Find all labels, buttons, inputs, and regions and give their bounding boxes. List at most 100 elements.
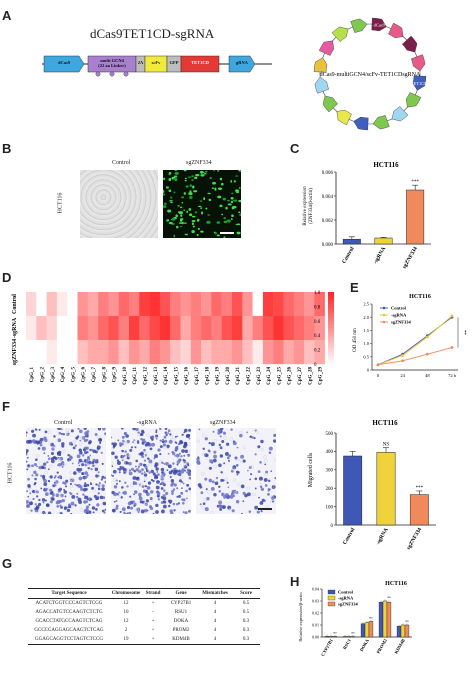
migrated-cell <box>141 485 145 488</box>
gfp-cell <box>193 190 198 193</box>
gfp-cell <box>200 199 202 203</box>
migrated-cell <box>155 467 159 471</box>
th-gene: Gene <box>175 591 187 596</box>
series-point <box>425 352 429 356</box>
migrated-cell <box>41 446 46 451</box>
bar-KDM4B-2 <box>404 624 410 638</box>
gfp-cell <box>170 196 173 199</box>
migrated-cell <box>150 469 154 474</box>
migrated-cell <box>182 498 186 502</box>
colorbar-seg <box>328 294 334 298</box>
migrated-cell <box>128 462 132 466</box>
migrated-cell <box>54 475 57 478</box>
migrated-cell <box>165 433 168 437</box>
heat-cell <box>170 340 181 365</box>
migrated-cell <box>230 428 233 431</box>
membrane-pore <box>136 432 141 437</box>
gfp-cell <box>230 200 234 204</box>
membrane-pore <box>223 436 227 440</box>
migrated-cell <box>141 472 144 475</box>
table-cell: - <box>152 610 154 615</box>
heat-col-label: CpG_9 <box>113 367 118 383</box>
migrated-cell <box>85 446 89 450</box>
migrated-cell <box>56 504 60 508</box>
migrated-cell <box>168 470 173 475</box>
heat-col-label: CpG_7 <box>92 367 97 383</box>
gfp-cell <box>196 218 200 222</box>
segment-label-1: (22 aa Linker) <box>98 63 126 68</box>
sig-label: ** <box>461 330 466 336</box>
heat-cell <box>118 316 130 341</box>
migrated-cell <box>80 487 84 492</box>
colorbar-tick: 0.2 <box>314 349 321 354</box>
colorbar-seg <box>328 335 334 338</box>
colorbar-seg <box>328 352 334 355</box>
migrated-cell <box>123 470 127 474</box>
heat-cell <box>201 340 212 365</box>
migrated-cell <box>147 457 150 460</box>
migrated-cell <box>123 431 128 436</box>
migrated-cell <box>156 494 160 498</box>
migrated-cell <box>61 465 64 468</box>
migrated-cell <box>63 490 68 494</box>
migrated-cell <box>121 459 124 462</box>
migrated-cell <box>31 464 34 468</box>
heat-cell <box>26 292 37 317</box>
migrated-cell <box>74 444 77 447</box>
gfp-cell <box>166 219 170 222</box>
membrane-pore <box>201 472 205 476</box>
gfp-cell <box>230 179 233 183</box>
migrated-cell <box>197 483 202 487</box>
segment-5 <box>180 55 220 73</box>
heat-cell <box>304 316 315 341</box>
heat-cell <box>211 316 222 341</box>
gfp-cell <box>231 192 234 195</box>
migrated-cell <box>196 457 200 461</box>
plasmid-backbone <box>319 23 421 125</box>
heat-cell <box>170 292 181 317</box>
migrated-cell <box>174 454 177 457</box>
migrated-cell <box>234 489 237 492</box>
migrated-cell <box>43 462 47 466</box>
bar-sgZNF334 <box>409 494 429 526</box>
membrane-pore <box>229 437 233 441</box>
gfp-cell <box>195 173 200 177</box>
membrane-pore <box>55 479 59 484</box>
migrated-cell <box>196 460 201 464</box>
migrated-cell <box>188 437 191 440</box>
migrated-cell <box>182 458 185 462</box>
membrane-pore <box>52 445 56 450</box>
gfp-cell <box>226 199 230 202</box>
gfp-cell <box>186 210 189 214</box>
heat-cell <box>232 316 243 341</box>
migrated-cell <box>247 469 249 472</box>
migrated-cell <box>228 454 232 458</box>
migrated-cell <box>168 499 171 503</box>
migrated-cell <box>202 502 206 506</box>
series-point <box>401 359 405 363</box>
migrated-cell <box>114 455 118 459</box>
migrated-cell <box>31 474 34 477</box>
migrated-cell <box>206 497 210 501</box>
membrane-pore <box>201 505 205 510</box>
migrated-cell <box>40 487 43 490</box>
migrated-cell <box>97 495 99 498</box>
migrated-cell <box>248 510 252 513</box>
heat-col-label: CpG_23 <box>257 367 262 385</box>
migrated-cell <box>259 501 264 505</box>
gfp-cell <box>209 177 212 180</box>
migrated-cell <box>102 428 106 431</box>
migrated-cell <box>219 454 224 458</box>
migrated-cell <box>96 458 99 462</box>
migrated-cell <box>50 452 55 456</box>
migrated-cell <box>272 439 276 443</box>
gfp-cell <box>185 185 189 188</box>
migrated-cell <box>26 431 28 434</box>
colorbar-seg <box>328 292 334 295</box>
migrated-cell <box>43 487 48 492</box>
colorbar-seg <box>328 340 334 343</box>
migrated-cell <box>113 500 116 503</box>
y-tick-label: 2.0 <box>363 315 369 320</box>
migrated-cell <box>100 451 103 454</box>
colorbar-seg <box>328 359 334 362</box>
